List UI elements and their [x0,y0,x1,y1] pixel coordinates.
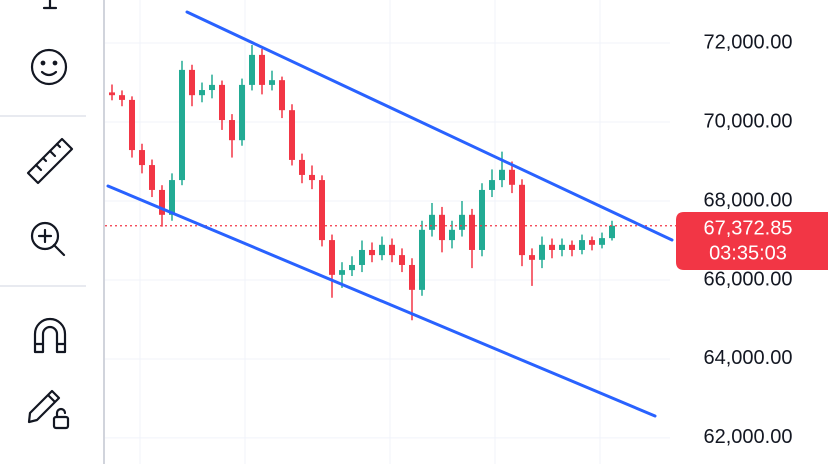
candle-body [369,249,375,256]
candle-body [189,69,195,96]
price-axis: 62,000.00 64,000.00 66,000.00 68,000.00 70,0… [704,31,793,448]
candle-body [399,255,405,265]
candle-body [309,174,315,181]
candle-body [139,150,145,166]
candle-body [149,165,155,190]
candle-body [559,244,565,250]
candle-body [159,189,165,215]
candle-body [169,180,175,215]
candle-body [539,244,545,260]
candle-body [409,264,415,290]
candle-body [259,54,265,85]
candle-body [579,240,585,250]
trend-line[interactable] [185,10,674,242]
price-grid [105,42,670,439]
toolbar [0,0,103,464]
candle-body [479,189,485,250]
candle-body [589,240,595,245]
candle-body [429,214,435,230]
candle-body [419,229,425,290]
candle-body [109,92,115,96]
ruler-tool[interactable] [26,137,74,185]
y-tick-label: 70,000.00 [704,110,793,132]
candle-body [219,84,225,121]
candle-body [459,214,465,230]
candle-body [389,244,395,256]
candle-body [329,240,335,275]
y-tick-label: 62,000.00 [704,426,793,448]
emoji-tool[interactable] [30,48,68,86]
candle-body [289,110,295,160]
candle-body [299,159,305,175]
candles [109,45,615,321]
y-tick-label: 66,000.00 [704,268,793,290]
candle-body [339,270,345,275]
countdown: 03:35:03 [709,242,787,264]
candle-body [609,225,615,239]
candle-body [569,244,575,250]
candle-body [239,84,245,141]
candle-body [469,214,475,250]
lock-drawings-tool[interactable] [27,389,70,430]
candle-body [379,244,385,256]
candle-body [529,255,535,260]
candle-body [249,54,255,85]
y-tick-label: 72,000.00 [704,31,793,53]
candle-body [509,169,515,185]
candle-body [599,238,605,245]
candle-body [439,214,445,241]
zoom-tool[interactable] [30,221,66,257]
candle-body [179,69,185,181]
candle-body [349,264,355,271]
candle-body [229,120,235,141]
candle-body [499,169,505,181]
time-grid [139,0,601,464]
trend-line[interactable] [106,184,657,418]
candle-body [199,90,205,96]
candle-body [519,184,525,256]
y-tick-label: 64,000.00 [704,347,793,369]
text-tool[interactable] [42,0,58,10]
candle-body [119,95,125,100]
candle-body [319,180,325,241]
candle-body [269,80,275,85]
last-price: 67,372.85 [704,217,793,239]
candle-body [549,244,555,250]
candle-body [129,99,135,151]
price-tag-bg [676,212,828,270]
y-tick-label: 68,000.00 [704,189,793,211]
candle-body [449,229,455,241]
candle-body [279,80,285,111]
candle-body [489,180,495,190]
price-tag: 67,372.85 03:35:03 [676,212,828,270]
candle-body [209,84,215,91]
candle-body [359,249,365,265]
magnet-tool[interactable] [33,317,67,354]
